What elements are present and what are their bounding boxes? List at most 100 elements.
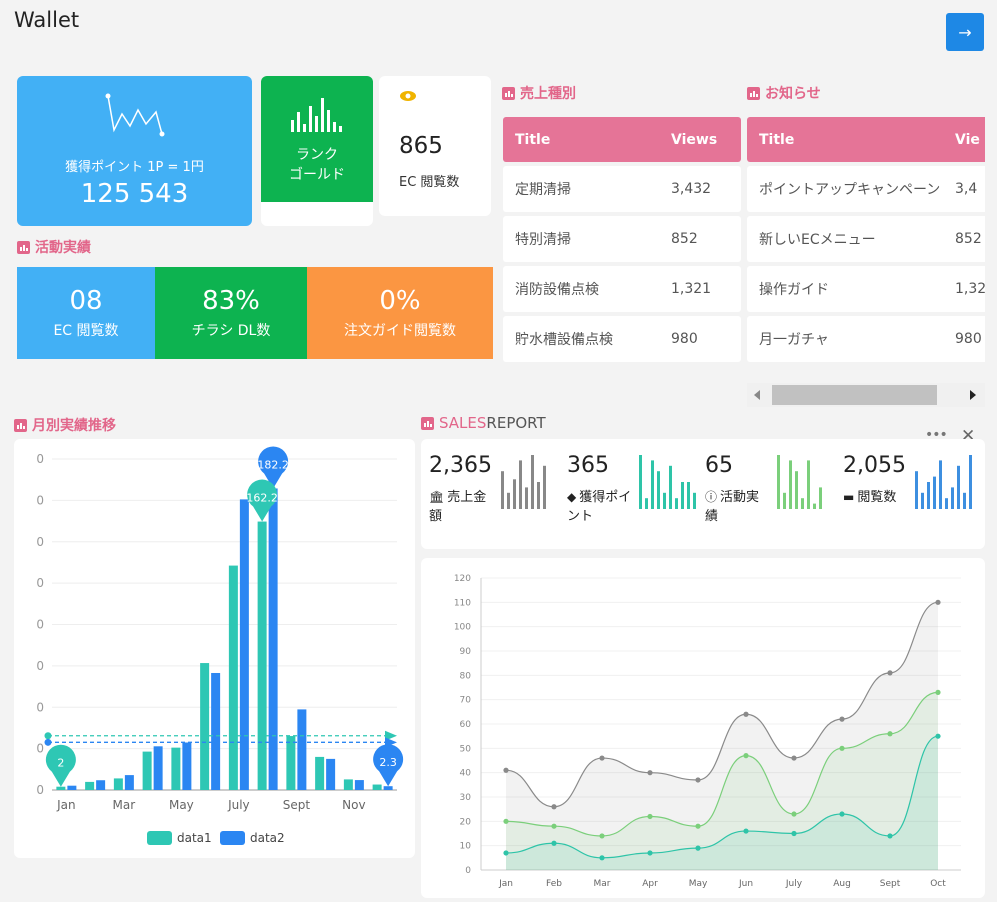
x-tick-label: May <box>689 879 708 889</box>
spark-bar <box>807 460 810 509</box>
y-tick-label: 60 <box>460 720 472 730</box>
rank-card[interactable]: ランク ゴールド <box>261 76 373 226</box>
average-line-start <box>44 732 52 740</box>
page-title: Wallet <box>14 8 80 32</box>
sales-report-title: SALES REPORT <box>421 414 546 432</box>
series-area <box>506 736 938 870</box>
ec-views-card[interactable]: 865 EC 閲覧数 <box>379 76 491 216</box>
data-point <box>599 855 605 861</box>
kpi-value: 365 <box>567 453 609 478</box>
data-point <box>839 745 845 751</box>
kpi-item[interactable]: 2,055 ▬ 閲覧数 <box>843 453 979 543</box>
spark-bar <box>795 471 798 509</box>
spark-bar <box>789 460 792 509</box>
horizontal-scrollbar[interactable] <box>747 383 985 407</box>
sales-types-table: Title Views 定期清掃 3,432 特別清掃 852 消防設備点検 1,321… <box>503 117 741 362</box>
sales-report-chart-card: 0 10 20 30 40 50 60 70 80 90 100 110 120 Jan Feb Mar Apr… <box>421 558 985 898</box>
activity-tile-guide[interactable]: 0% 注文ガイド閲覧数 <box>307 267 493 359</box>
x-tick-label: July <box>227 798 250 812</box>
spark-bar <box>651 460 654 509</box>
chart-icon <box>421 416 434 430</box>
kpi-label: 🏛 売上金額 <box>429 488 495 526</box>
kpi-label-text: 売上金額 <box>429 490 487 524</box>
spark-bar <box>693 492 696 509</box>
chart-icon <box>747 86 760 100</box>
table-row[interactable]: 新しいECメニュー 852 <box>747 216 985 262</box>
activity-tile-ec[interactable]: 08 EC 閲覧数 <box>17 267 155 359</box>
marker-label: 162.2 <box>246 492 278 505</box>
x-tick-label: Apr <box>642 879 658 889</box>
bar-data1 <box>113 778 123 790</box>
bar-data1 <box>200 663 210 790</box>
bar-data1 <box>315 756 325 790</box>
points-card[interactable]: 獲得ポイント 1P = 1円 125 543 <box>17 76 252 226</box>
arrow-right-icon: → <box>958 22 972 42</box>
scrollbar-thumb[interactable] <box>772 385 937 405</box>
y-tick-label: 70 <box>460 696 472 706</box>
table-row[interactable]: 貯水槽設備点検 980 <box>503 316 741 362</box>
data-point <box>743 828 749 834</box>
data-point <box>839 811 845 817</box>
kpi-value: 2,055 <box>843 453 906 478</box>
rank-line2: ゴールド <box>289 167 345 183</box>
spark-bar <box>543 465 546 509</box>
next-button[interactable]: → <box>946 13 984 51</box>
table-row[interactable]: 月一ガチャ 980 <box>747 316 985 362</box>
kpi-item[interactable]: 65 ⓘ 活動実績 <box>705 453 841 543</box>
series-area <box>506 602 938 870</box>
spark-bar <box>513 479 516 509</box>
table-row[interactable]: 操作ガイド 1,32 <box>747 266 985 312</box>
y-tick-label: 0 <box>36 700 44 714</box>
activity-tile-flyer[interactable]: 83% チラシ DL数 <box>155 267 307 359</box>
y-tick-label: 0 <box>36 576 44 590</box>
table-header: Title Vie <box>747 117 985 162</box>
spark-bar <box>687 482 690 509</box>
data-point <box>935 689 941 695</box>
kpi-label-text: 活動実績 <box>705 490 760 524</box>
y-tick-label: 120 <box>454 574 471 584</box>
y-tick-label: 110 <box>454 598 471 608</box>
marker-label: 182.2 <box>257 458 289 471</box>
data-point <box>839 716 845 722</box>
data-point <box>743 753 749 759</box>
marker-label: 2.3 <box>379 756 397 769</box>
bar-data1 <box>343 779 353 790</box>
bar-data2 <box>182 742 192 790</box>
data-point <box>887 670 893 676</box>
bar-data2 <box>124 775 134 790</box>
spark-bar <box>783 492 786 509</box>
spark-bar <box>939 460 942 509</box>
tile-label: EC 閲覧数 <box>53 323 119 339</box>
bar-data2 <box>96 780 106 790</box>
table-row[interactable]: 消防設備点検 1,321 <box>503 266 741 312</box>
table-row[interactable]: 特別清掃 852 <box>503 216 741 262</box>
x-tick-label: Oct <box>930 879 946 889</box>
y-tick-label: 0 <box>36 742 44 756</box>
ec-views-value: 865 <box>399 133 443 159</box>
y-tick-label: 80 <box>460 671 472 681</box>
activity-section-title: 活動実績 <box>17 237 91 257</box>
spark-bar <box>531 455 534 509</box>
marker-pin <box>247 479 278 522</box>
spark-bar <box>813 503 816 509</box>
kpi-label-text: 獲得ポイント <box>567 490 632 524</box>
spark-bar <box>933 476 936 509</box>
data-point <box>791 755 797 761</box>
scroll-right-icon[interactable] <box>970 390 976 400</box>
kpi-label: ◆ 獲得ポイント <box>567 488 633 526</box>
spark-bar <box>921 492 924 509</box>
scroll-left-icon[interactable] <box>754 390 760 400</box>
spark-bar <box>969 455 972 509</box>
table-row[interactable]: ポイントアップキャンペーン 3,4 <box>747 166 985 212</box>
table-row[interactable]: 定期清掃 3,432 <box>503 166 741 212</box>
x-tick-label: Aug <box>833 879 851 889</box>
x-tick-label: Mar <box>594 879 611 889</box>
bar-data2 <box>239 499 249 790</box>
kpi-item[interactable]: 2,365 🏛 売上金額 <box>429 453 565 543</box>
kpi-sparkline <box>501 455 546 509</box>
marker-pin <box>45 744 76 787</box>
rank-line1: ランク <box>296 147 338 163</box>
kpi-item[interactable]: 365 ◆ 獲得ポイント <box>567 453 703 543</box>
bar-data1 <box>228 565 238 790</box>
y-tick-label: 30 <box>460 793 472 803</box>
